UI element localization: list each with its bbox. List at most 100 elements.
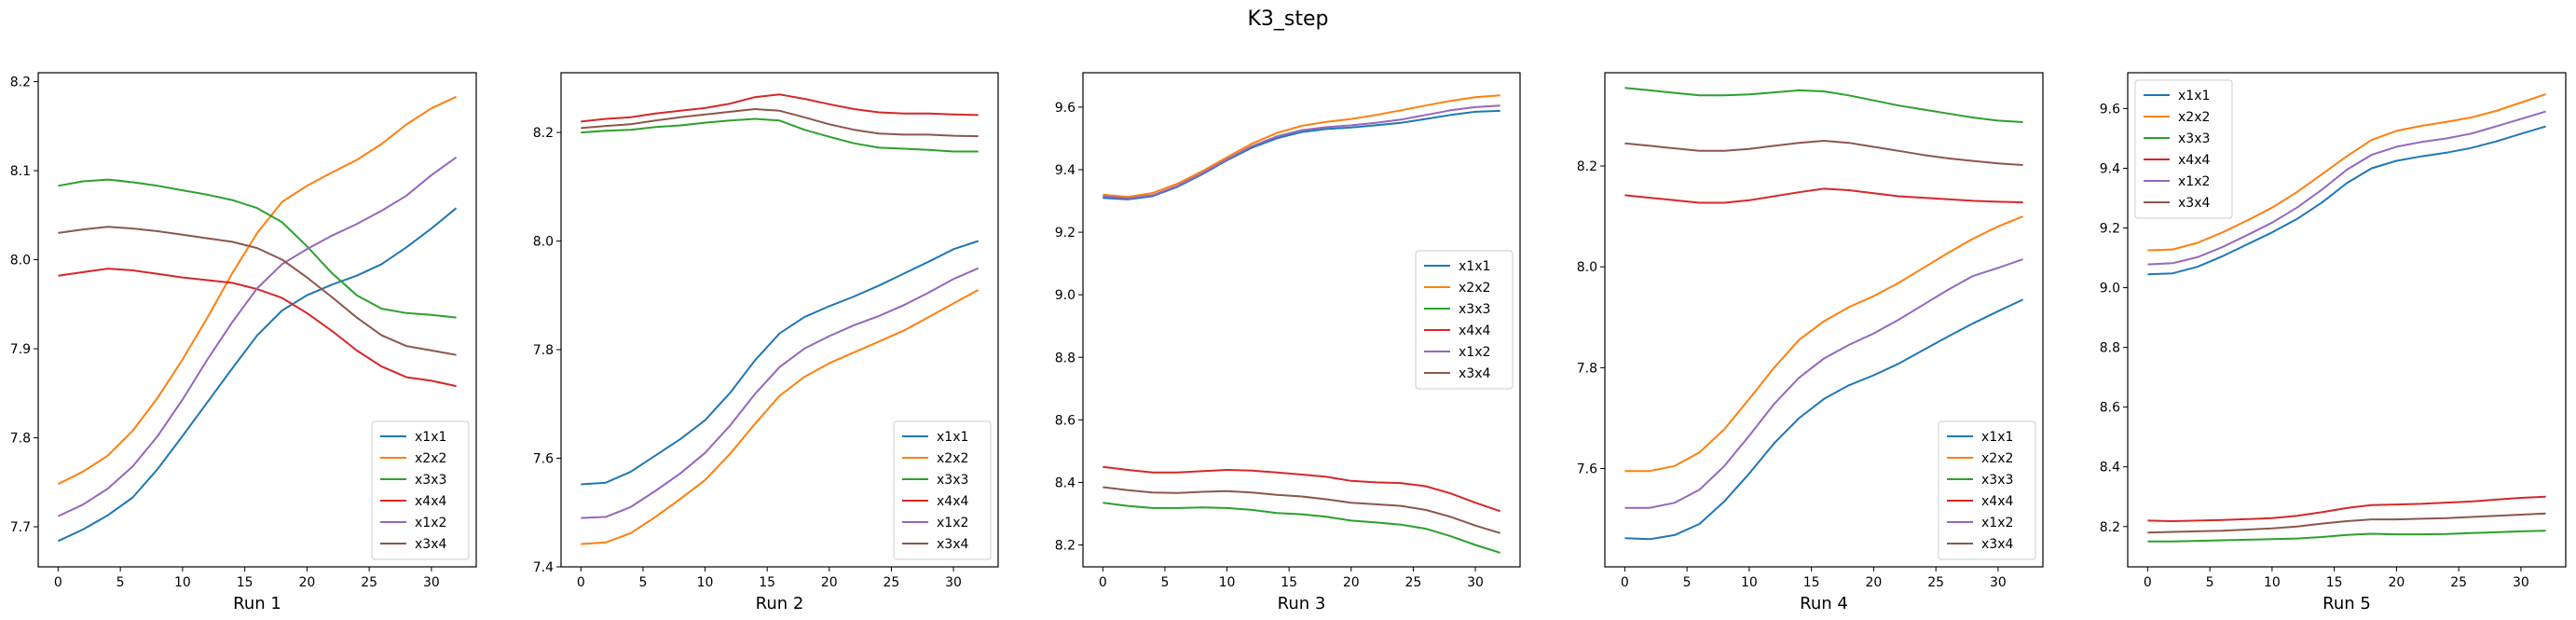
y-tick-label: 8.0 — [10, 254, 31, 269]
figure-title: K3_step — [1247, 7, 1328, 31]
x-tick-label: 10 — [697, 575, 714, 590]
y-tick-label: 8.8 — [2100, 341, 2120, 356]
legend-entry: x1x2 — [1459, 345, 1490, 360]
legend: x1x1 x2x2 x3x3 x4x4 x1x2 x3x4 — [1938, 420, 2036, 560]
y-tick-label: 7.9 — [10, 342, 31, 357]
legend-entry: x1x1 — [1981, 430, 2013, 445]
legend-entry: x1x1 — [1459, 259, 1490, 274]
x-tick-label: 15 — [237, 575, 253, 590]
x-tick-label: 30 — [1467, 575, 1484, 590]
y-tick-label: 8.2 — [1055, 539, 1076, 554]
x-tick-label: 10 — [1741, 575, 1758, 590]
series-line-x3x4 — [1624, 140, 2023, 166]
series-line-x1x1 — [581, 240, 980, 486]
series-line-x3x3 — [2147, 530, 2546, 543]
x-tick-label: 5 — [2206, 575, 2214, 590]
plot-frame — [1082, 72, 1521, 568]
x-tick-label: 25 — [361, 575, 377, 590]
series-line-x3x4 — [2147, 512, 2546, 534]
legend-entry: x4x4 — [1459, 324, 1490, 338]
y-tick-label: 7.8 — [1577, 361, 1597, 376]
legend-entry: x4x4 — [2178, 153, 2210, 168]
x-tick-label: 5 — [638, 575, 647, 590]
series-line-x2x2 — [57, 95, 458, 486]
x-tick-label: 30 — [423, 575, 440, 590]
legend-entry: x4x4 — [415, 494, 446, 509]
series-line-x3x4 — [1103, 486, 1500, 534]
series-line-x3x4 — [581, 108, 979, 138]
series-line-x4x4 — [2147, 495, 2546, 522]
y-tick-label: 9.6 — [2100, 102, 2120, 117]
x-tick-label: 0 — [1099, 575, 1107, 590]
y-tick-label: 8.4 — [2100, 461, 2120, 475]
legend-entry: x2x2 — [1981, 451, 2013, 466]
y-tick-label: 7.7 — [10, 520, 31, 535]
legend-entry: x1x2 — [2178, 174, 2210, 189]
legend: x1x1 x2x2 x3x3 x4x4 x1x2 x3x4 — [893, 420, 992, 560]
x-tick-label: 20 — [298, 575, 315, 590]
x-tick-label: 15 — [2326, 575, 2343, 590]
y-tick-label: 8.2 — [2100, 520, 2120, 535]
x-tick-label: 25 — [2450, 575, 2467, 590]
series-line-x3x3 — [581, 117, 979, 153]
legend-entry: x1x2 — [1981, 516, 2013, 530]
legend-entry: x3x4 — [1459, 366, 1490, 381]
x-tick-label: 0 — [1621, 575, 1629, 590]
y-tick-label: 8.0 — [1577, 260, 1597, 275]
plot-frame — [1604, 72, 2044, 568]
y-tick-label: 9.4 — [1055, 163, 1076, 178]
x-tick-label: 5 — [1683, 575, 1692, 590]
series-line-x4x4 — [581, 93, 979, 123]
y-tick-label: 8.4 — [1055, 475, 1076, 490]
y-tick-label: 8.2 — [533, 126, 554, 141]
x-tick-label: 0 — [54, 575, 62, 590]
series-line-x4x4 — [58, 268, 457, 388]
series-line-x1x2 — [1624, 258, 2023, 509]
x-axis-label: Run 4 — [1800, 594, 1848, 613]
x-tick-label: 20 — [1343, 575, 1360, 590]
x-axis-label: Run 2 — [756, 594, 804, 613]
series-line-x1x2 — [57, 156, 458, 517]
x-tick-label: 30 — [1990, 575, 2007, 590]
legend-entry: x1x1 — [2178, 89, 2210, 103]
plot-frame — [2127, 72, 2567, 568]
x-tick-label: 0 — [2144, 575, 2152, 590]
x-tick-label: 25 — [1405, 575, 1422, 590]
chart-panel-4: 0 5 10 15 20 25 30 7.6 7.8 8.0 8.2 Run 4 x1x1 x2x2 x3x… — [1577, 72, 2044, 613]
legend-entry: x2x2 — [1459, 281, 1490, 296]
series-line-x1x1 — [1624, 298, 2024, 541]
chart-panel-3: 0 5 10 15 20 25 30 8.2 8.4 8.6 8.8 9.0 9.2 9.4 9.6 Run … — [1055, 72, 1521, 613]
y-tick-label: 8.6 — [2100, 401, 2120, 416]
chart-panel-2: 0 5 10 15 20 25 30 7.4 7.6 7.8 8.0 8.2 Run 2 x1x1 x2x2… — [533, 72, 999, 613]
y-tick-label: 7.8 — [533, 343, 554, 358]
y-tick-label: 8.8 — [1055, 351, 1076, 365]
series-line-x1x2 — [1103, 104, 1500, 200]
y-tick-label: 7.6 — [1577, 462, 1597, 477]
legend: x1x1 x2x2 x3x3 x4x4 x1x2 x3x4 — [371, 420, 470, 560]
series-line-x3x3 — [1103, 502, 1501, 554]
series-line-x3x4 — [58, 226, 457, 356]
y-tick-label: 9.4 — [2100, 161, 2120, 176]
legend-entry: x4x4 — [1981, 494, 2013, 509]
legend-entry: x3x3 — [937, 473, 968, 488]
legend-entry: x3x4 — [415, 537, 446, 552]
series-line-x2x2 — [1103, 94, 1500, 199]
x-tick-label: 15 — [1803, 575, 1820, 590]
x-tick-label: 30 — [945, 575, 962, 590]
x-axis-label: Run 3 — [1278, 594, 1326, 613]
series-line-x3x3 — [58, 178, 457, 319]
plot-frame — [37, 72, 477, 568]
series-line-x1x1 — [57, 207, 458, 543]
series-line-x2x2 — [2147, 93, 2546, 252]
y-tick-label: 8.1 — [10, 164, 31, 179]
legend: x1x1 x2x2 x3x3 x4x4 x1x2 x3x4 — [2134, 79, 2233, 219]
legend-box — [893, 420, 992, 560]
y-tick-label: 9.0 — [1055, 288, 1076, 303]
legend-entry: x4x4 — [937, 494, 968, 509]
series-line-x1x1 — [2147, 125, 2546, 276]
legend-entry: x2x2 — [937, 451, 968, 466]
x-tick-label: 20 — [821, 575, 838, 590]
legend-box — [1415, 250, 1514, 390]
y-tick-label: 7.4 — [533, 560, 554, 575]
x-tick-label: 5 — [116, 575, 125, 590]
